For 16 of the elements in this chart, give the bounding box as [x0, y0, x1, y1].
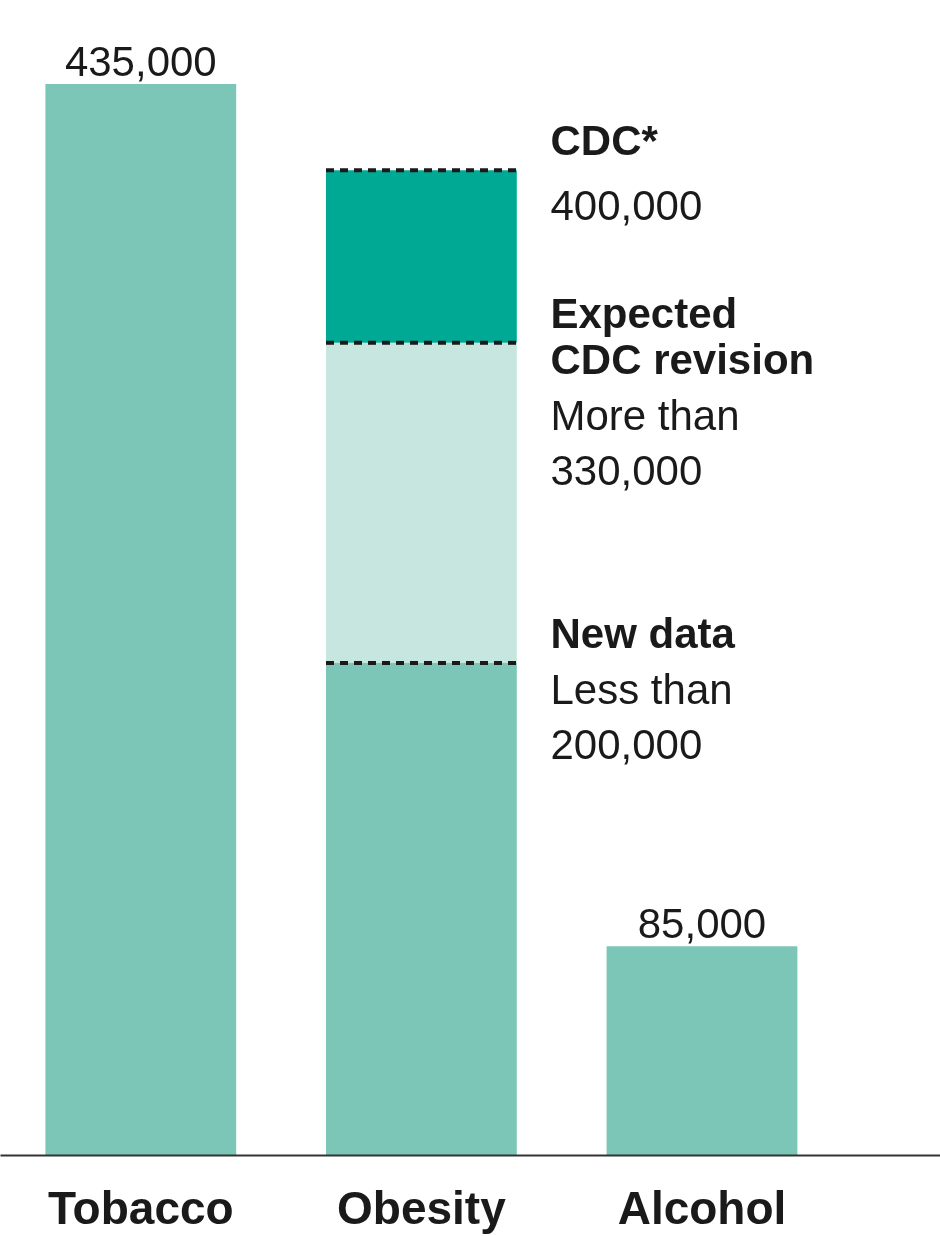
bar: [325, 662, 517, 1156]
annotation: 400,000: [550, 182, 703, 230]
bar: [45, 84, 237, 1156]
ref-line-label: CDC*: [550, 117, 659, 165]
bar: [325, 170, 517, 343]
ref-line-label: New data: [550, 609, 736, 657]
data-label: 85,000: [637, 900, 767, 948]
annotation: More than 330,000: [550, 391, 740, 494]
data-label: 435,000: [64, 38, 217, 86]
x-tick-label: Obesity: [337, 1181, 507, 1234]
bar: [325, 342, 517, 663]
ref-line-label: Expected CDC revision: [550, 289, 815, 383]
x-tick-label: Tobacco: [47, 1181, 234, 1234]
bar: [606, 946, 798, 1156]
annotation: Less than 200,000: [550, 665, 733, 768]
x-tick-label: Alcohol: [617, 1181, 787, 1234]
